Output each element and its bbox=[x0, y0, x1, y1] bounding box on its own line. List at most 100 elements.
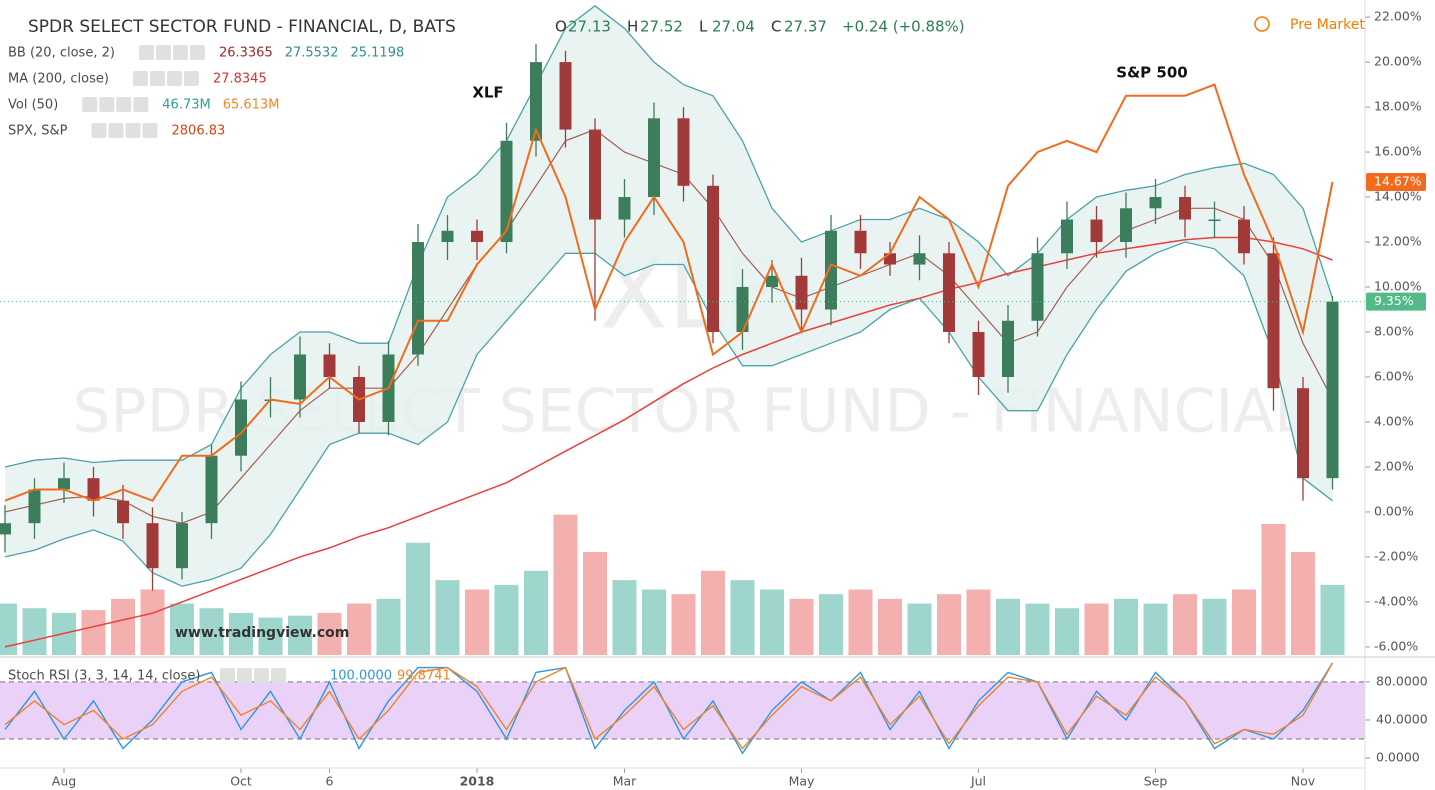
stoch-d bbox=[4, 662, 1334, 750]
volume-bar bbox=[258, 617, 283, 655]
volume-bar bbox=[966, 589, 991, 655]
y-tick-label: 20.00% bbox=[1374, 54, 1422, 69]
candle-body bbox=[736, 287, 749, 332]
candle-body bbox=[1297, 388, 1309, 479]
legend-button[interactable] bbox=[132, 71, 148, 86]
volume-bar bbox=[1320, 584, 1345, 655]
legend-button[interactable] bbox=[271, 668, 286, 683]
legend-button[interactable] bbox=[116, 97, 132, 112]
candle-body bbox=[825, 230, 837, 310]
stoch-band bbox=[0, 681, 1365, 739]
legend-button[interactable] bbox=[91, 123, 107, 138]
ohlc-label: H bbox=[627, 18, 638, 36]
x-tick-label: Oct bbox=[230, 774, 252, 789]
indicator-value: 25.1198 bbox=[350, 46, 404, 61]
x-tick-label: Nov bbox=[1291, 774, 1316, 789]
volume-bar bbox=[1173, 594, 1197, 655]
volume-bar bbox=[140, 589, 165, 655]
candle-body bbox=[884, 253, 896, 265]
volume-bar bbox=[1202, 598, 1227, 655]
volume-bar bbox=[819, 594, 843, 655]
stoch-value: 100.0000 bbox=[330, 669, 392, 684]
volume-bar bbox=[465, 589, 489, 655]
legend-button[interactable] bbox=[155, 45, 171, 60]
ohlc-value: 27.37 bbox=[784, 18, 827, 36]
candle-body bbox=[471, 230, 483, 243]
volume-bar bbox=[170, 603, 194, 655]
legend-button[interactable] bbox=[142, 123, 158, 138]
candle-body bbox=[559, 62, 572, 130]
volume-bar bbox=[701, 570, 725, 655]
legend-button[interactable] bbox=[108, 123, 124, 138]
legend-button[interactable] bbox=[254, 668, 269, 683]
credit: www.tradingview.com bbox=[175, 625, 349, 641]
indicator-name: SPX, S&P bbox=[8, 124, 68, 139]
legend-button[interactable] bbox=[220, 668, 235, 683]
candle-body bbox=[58, 478, 70, 490]
volume-bar bbox=[671, 594, 696, 655]
candle-body bbox=[854, 230, 867, 254]
x-tick-label: Mar bbox=[613, 774, 637, 789]
indicator-value: 26.3365 bbox=[219, 46, 273, 61]
indicator-value: 46.73M bbox=[162, 98, 210, 113]
volume-bar bbox=[642, 589, 666, 655]
candle-body bbox=[323, 354, 336, 377]
volume-bar bbox=[1084, 603, 1109, 655]
candle-body bbox=[176, 523, 188, 569]
ma-line bbox=[4, 236, 1333, 648]
legend-button[interactable] bbox=[149, 71, 165, 86]
candle-body bbox=[441, 230, 454, 243]
legend-button[interactable] bbox=[99, 97, 115, 112]
y-tick-label: 12.00% bbox=[1374, 234, 1422, 249]
x-tick-label: Sep bbox=[1144, 774, 1168, 789]
ohlc-label: L bbox=[699, 18, 708, 36]
legend-button[interactable] bbox=[138, 45, 154, 60]
legend-button[interactable] bbox=[237, 668, 252, 683]
volume-bar bbox=[1291, 552, 1315, 655]
legend-button[interactable] bbox=[183, 71, 199, 86]
volume-bar bbox=[0, 603, 17, 655]
volume-bar bbox=[878, 598, 902, 655]
volume-bar bbox=[406, 542, 430, 655]
indicator-name: MA (200, close) bbox=[8, 72, 109, 87]
volume-bar bbox=[907, 603, 932, 655]
pre-market-icon[interactable] bbox=[1254, 16, 1270, 32]
y-tick-label: 40.0000 bbox=[1376, 711, 1428, 726]
legend-button[interactable] bbox=[166, 71, 182, 86]
indicator-name: Vol (50) bbox=[8, 98, 58, 113]
volume-bar bbox=[583, 552, 607, 655]
legend-button[interactable] bbox=[172, 45, 188, 60]
y-tick-label: 10.00% bbox=[1374, 279, 1422, 294]
candle-body bbox=[1002, 320, 1014, 377]
legend-button[interactable] bbox=[189, 45, 205, 60]
volume-bar bbox=[937, 594, 961, 655]
last-value-box bbox=[1366, 172, 1426, 191]
candle-body bbox=[707, 185, 719, 332]
pre-market[interactable]: Pre Market bbox=[1290, 17, 1365, 33]
volume-bar bbox=[1261, 524, 1286, 655]
candle-body bbox=[1179, 197, 1191, 220]
candle-body bbox=[235, 399, 247, 456]
y-tick-label: 18.00% bbox=[1374, 99, 1422, 114]
candle-body bbox=[117, 500, 129, 524]
volume-bar bbox=[996, 598, 1020, 655]
change: +0.24 (+0.88%) bbox=[842, 18, 965, 36]
y-tick-label: 0.0000 bbox=[1376, 750, 1420, 765]
indicator-value: 27.5532 bbox=[285, 46, 339, 61]
indicator-value: 27.8345 bbox=[213, 72, 267, 87]
volume-bar bbox=[1143, 603, 1168, 655]
indicator-value: 2806.83 bbox=[172, 124, 226, 139]
candle-body bbox=[1090, 219, 1103, 243]
indicator-value: 65.613M bbox=[223, 98, 280, 113]
legend-button[interactable] bbox=[82, 97, 98, 112]
candle-body bbox=[412, 242, 424, 355]
legend-button[interactable] bbox=[133, 97, 149, 112]
plot bbox=[0, 4, 1370, 773]
x-tick-label: 6 bbox=[326, 774, 334, 789]
candle-body bbox=[648, 118, 660, 198]
legend-button[interactable] bbox=[125, 123, 141, 138]
volume-bar bbox=[494, 584, 519, 655]
candle-body bbox=[618, 197, 631, 220]
candle-body bbox=[1238, 219, 1250, 254]
